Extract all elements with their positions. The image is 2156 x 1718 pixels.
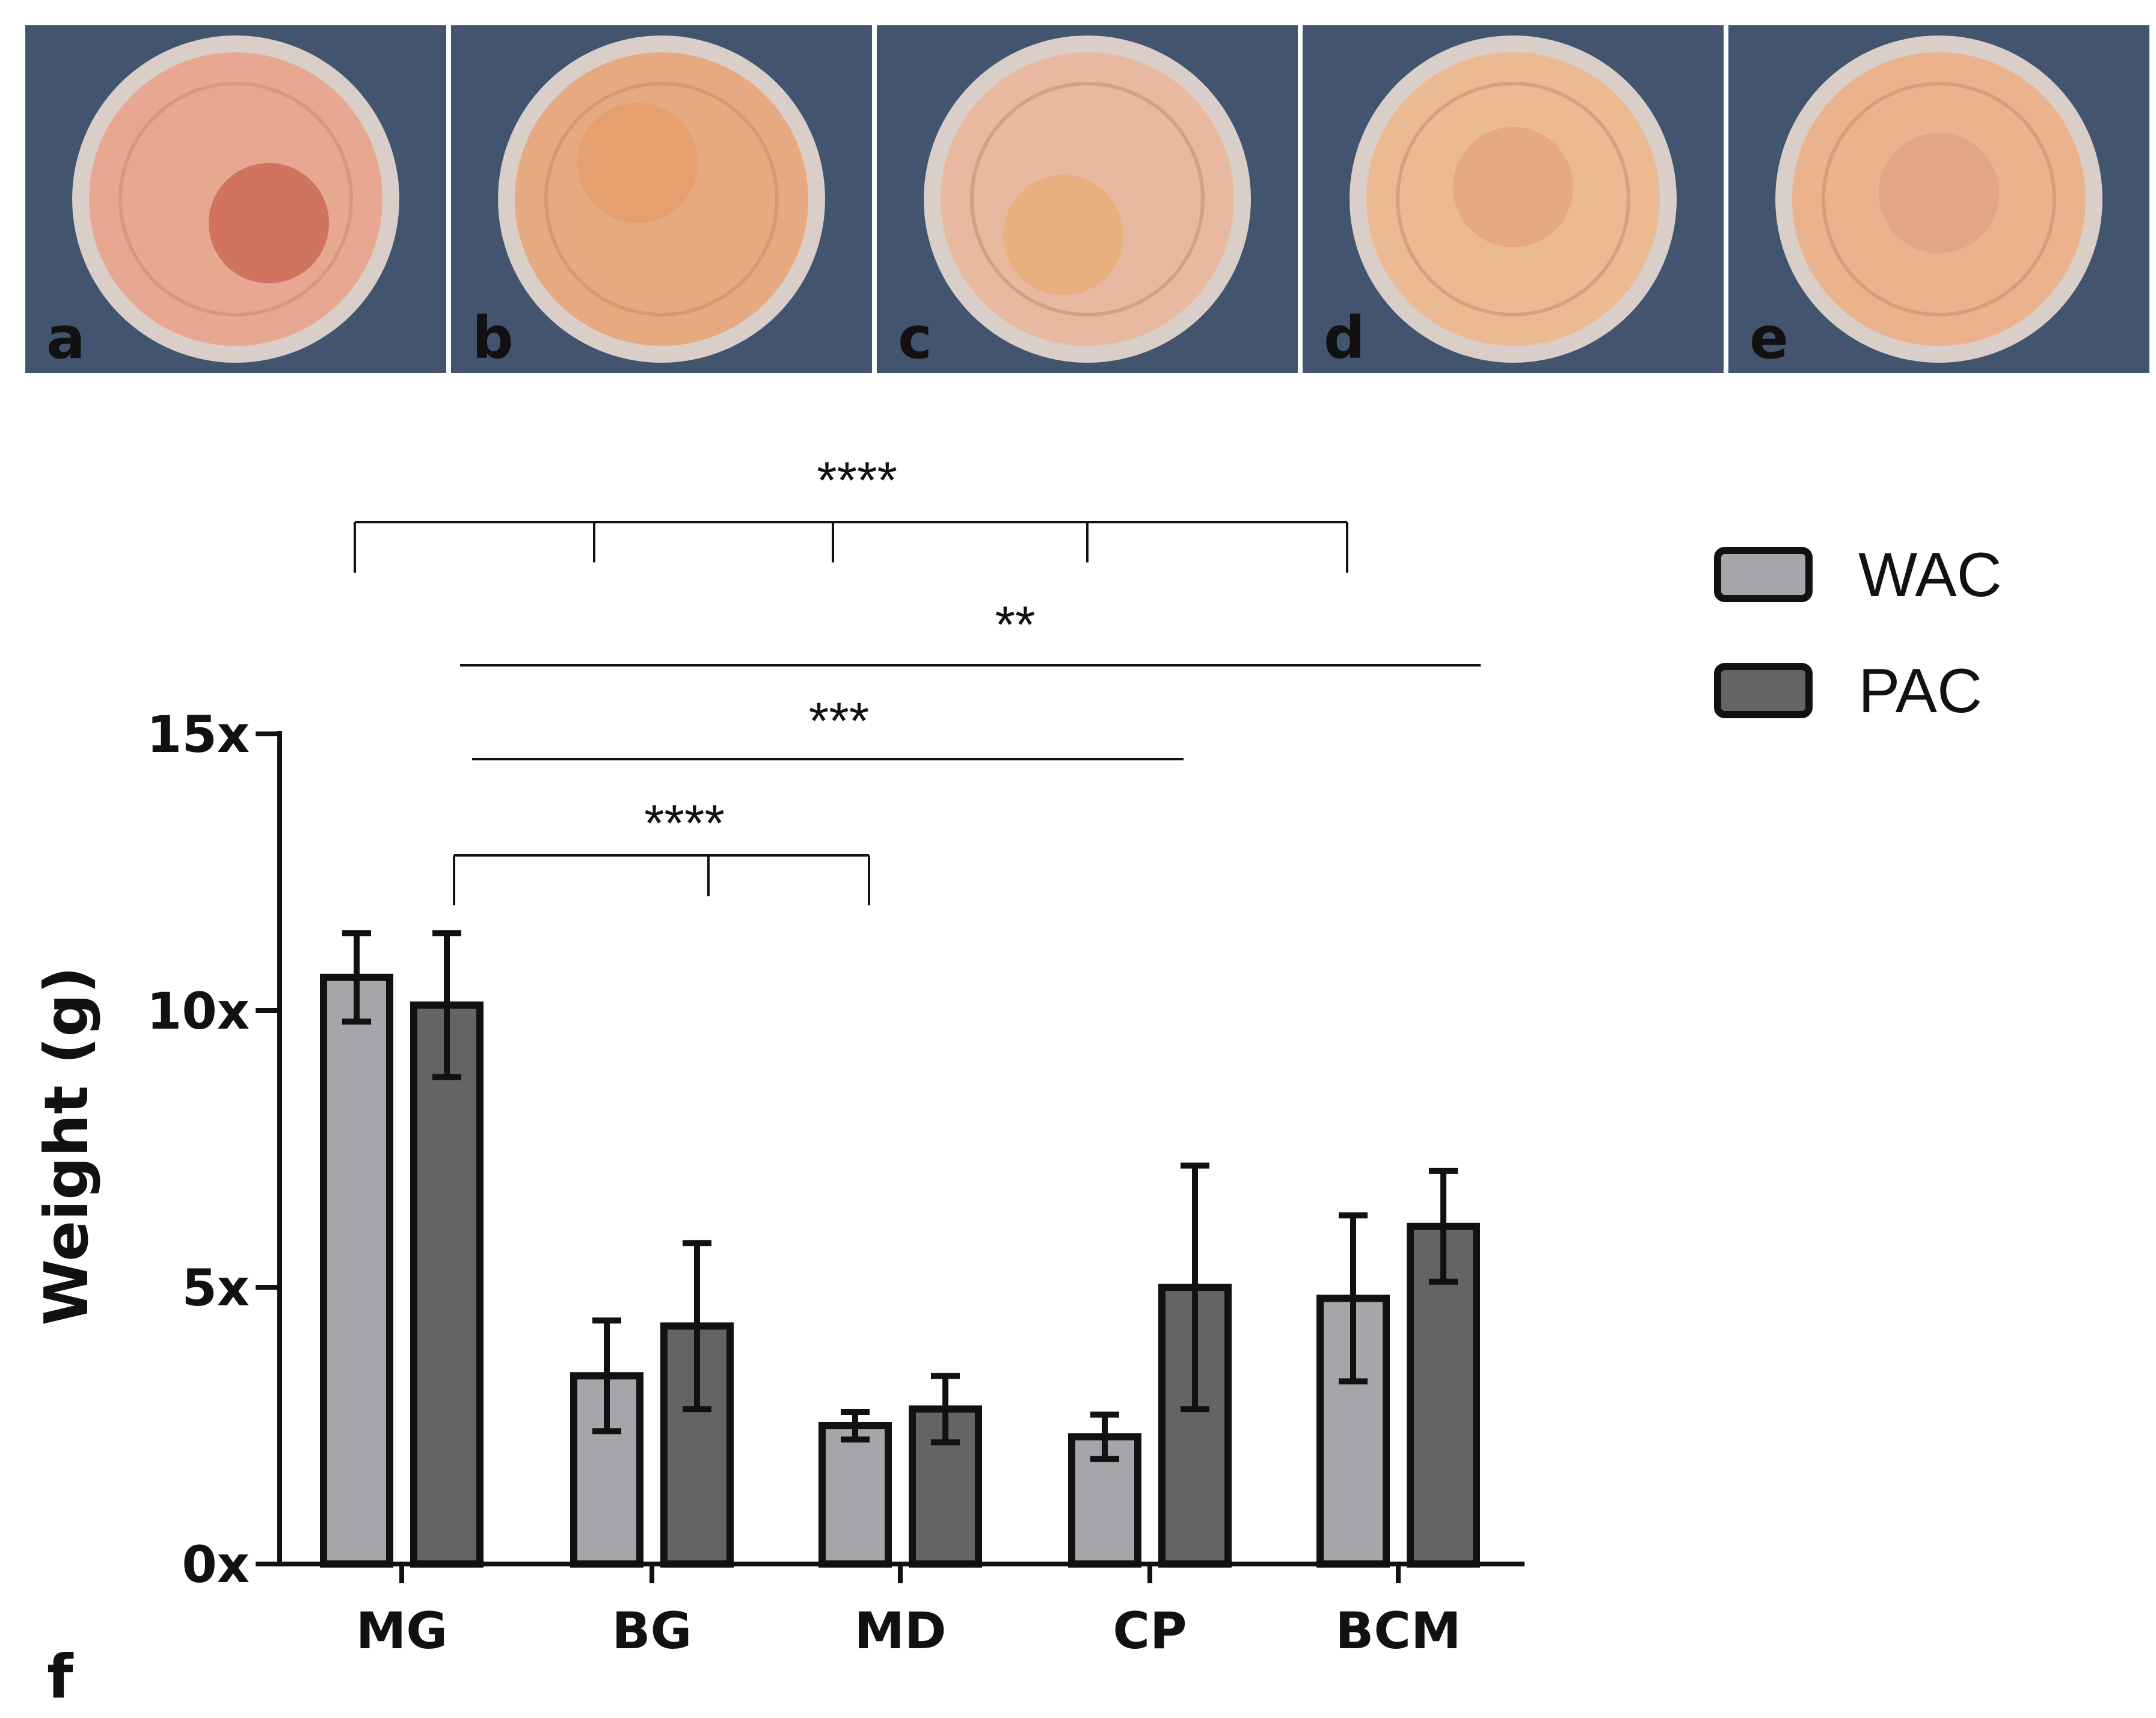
bar-wac-mg [320,973,393,1568]
sig-label: ** [995,596,1036,654]
y-axis-title: Weight (g) [31,966,102,1325]
photo-panel-a: a [25,25,446,373]
significance-annotations: ************* [354,452,1481,905]
legend-label-wac: WAC [1858,540,2002,610]
legend-swatch-pac [1714,663,1813,718]
photo-panel-d: d [1303,25,1724,373]
bar-wac-md [818,1422,892,1568]
x-tick-label: MD [854,1601,946,1660]
chart-bars [320,930,1480,1568]
scaffold-disc [1879,133,1999,253]
scaffold-disc [209,163,329,283]
x-tick-label: BCM [1335,1601,1461,1660]
scaffold-disc [1453,127,1573,247]
well-inner-ring [970,82,1205,316]
photo-label-b: b [472,304,514,372]
y-tick-label: 0x [182,1535,250,1594]
photo-panel-e: e [1728,25,2149,373]
scaffold-disc [1003,175,1123,295]
y-tick-label: 15x [147,705,250,764]
x-tick-label: BG [612,1601,692,1660]
sig-label: **** [817,452,897,510]
x-tick-label: CP [1113,1601,1187,1660]
photo-strip: a b c d e [25,25,2149,373]
x-tick-label: MG [356,1601,448,1660]
scaffold-disc [577,103,698,223]
photo-label-a: a [46,304,85,372]
chart-axes: 0x 5x 10x 15x MG BG MD CP BCM [147,705,1525,1660]
sig-label: *** [809,692,869,750]
photo-panel-c: c [877,25,1298,373]
panel-label-f: f [47,1642,74,1712]
y-tick-label: 5x [182,1258,250,1317]
bar-pac-mg [410,1001,484,1568]
y-tick-label: 10x [147,982,250,1041]
well-inner-ring [1396,82,1630,316]
well-inner-ring [544,82,779,316]
photo-label-c: c [898,304,932,372]
photo-label-d: d [1324,304,1365,372]
photo-panel-b: b [451,25,872,373]
photo-label-e: e [1749,304,1789,372]
well-inner-ring [118,82,353,316]
legend-label-pac: PAC [1858,656,1982,726]
sig-label: **** [644,795,725,852]
legend: WAC PAC [1714,540,2002,726]
well-inner-ring [1822,82,2056,316]
legend-swatch-wac [1714,547,1813,602]
